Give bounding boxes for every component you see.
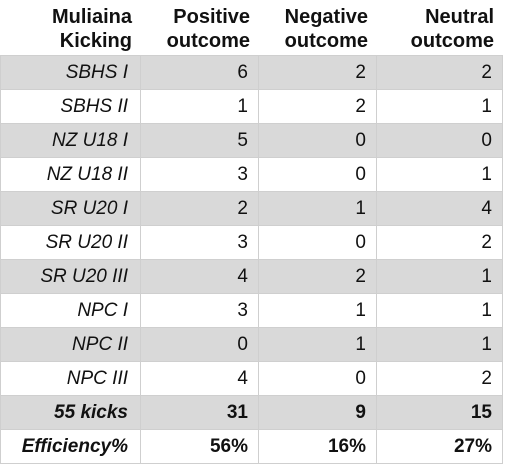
row-label: NPC I <box>0 293 141 328</box>
table-row: NPC III 4 0 2 <box>0 361 503 396</box>
totals-row: 55 kicks 31 9 15 <box>0 395 503 430</box>
efficiency-positive: 56% <box>140 429 259 464</box>
header-neutral: Neutral outcome <box>376 0 503 56</box>
negative-cell: 0 <box>258 157 377 192</box>
table-row: SBHS II 1 2 1 <box>0 89 503 124</box>
negative-cell: 1 <box>258 293 377 328</box>
efficiency-negative: 16% <box>258 429 377 464</box>
row-label: NZ U18 I <box>0 123 141 158</box>
table-header: Muliaina Kicking Positive outcome Negati… <box>0 0 503 56</box>
neutral-cell: 1 <box>376 259 503 294</box>
header-negative-line1: Negative <box>284 6 368 28</box>
efficiency-neutral: 27% <box>376 429 503 464</box>
positive-cell: 5 <box>140 123 259 158</box>
header-neutral-line1: Neutral <box>425 6 494 28</box>
table-row: SR U20 I 2 1 4 <box>0 191 503 226</box>
negative-cell: 2 <box>258 89 377 124</box>
row-label: NPC III <box>0 361 141 396</box>
header-positive-line1: Positive <box>173 6 250 28</box>
negative-cell: 1 <box>258 327 377 362</box>
positive-cell: 2 <box>140 191 259 226</box>
header-kicking: Muliaina Kicking <box>0 0 141 56</box>
negative-cell: 0 <box>258 123 377 158</box>
row-label: SR U20 III <box>0 259 141 294</box>
table-row: SR U20 II 3 0 2 <box>0 225 503 260</box>
header-row: Muliaina Kicking Positive outcome Negati… <box>0 0 503 56</box>
row-label: SR U20 II <box>0 225 141 260</box>
negative-cell: 2 <box>258 259 377 294</box>
header-kicking-line1: Muliaina <box>51 6 132 28</box>
totals-negative: 9 <box>258 395 377 430</box>
row-label: NZ U18 II <box>0 157 141 192</box>
positive-cell: 4 <box>140 361 259 396</box>
header-negative-line2: outcome <box>284 30 368 52</box>
neutral-cell: 4 <box>376 191 503 226</box>
neutral-cell: 2 <box>376 225 503 260</box>
neutral-cell: 2 <box>376 361 503 396</box>
positive-cell: 3 <box>140 225 259 260</box>
kicking-outcomes-table: Muliaina Kicking Positive outcome Negati… <box>0 0 503 464</box>
neutral-cell: 1 <box>376 157 503 192</box>
table-row: NZ U18 II 3 0 1 <box>0 157 503 192</box>
neutral-cell: 1 <box>376 327 503 362</box>
negative-cell: 1 <box>258 191 377 226</box>
positive-cell: 1 <box>140 89 259 124</box>
table-row: NPC II 0 1 1 <box>0 327 503 362</box>
positive-cell: 0 <box>140 327 259 362</box>
neutral-cell: 1 <box>376 89 503 124</box>
totals-neutral: 15 <box>376 395 503 430</box>
totals-positive: 31 <box>140 395 259 430</box>
neutral-cell: 0 <box>376 123 503 158</box>
positive-cell: 3 <box>140 157 259 192</box>
row-label: NPC II <box>0 327 141 362</box>
header-positive-line2: outcome <box>166 30 250 52</box>
header-kicking-line2: Kicking <box>59 30 132 52</box>
table-body: SBHS I 6 2 2 SBHS II 1 2 1 NZ U18 I 5 0 … <box>0 55 503 464</box>
efficiency-row: Efficiency% 56% 16% 27% <box>0 429 503 464</box>
table-row: SBHS I 6 2 2 <box>0 55 503 90</box>
positive-cell: 4 <box>140 259 259 294</box>
header-neutral-line2: outcome <box>410 30 494 52</box>
header-negative: Negative outcome <box>258 0 377 56</box>
neutral-cell: 2 <box>376 55 503 90</box>
table-row: NPC I 3 1 1 <box>0 293 503 328</box>
table-row: NZ U18 I 5 0 0 <box>0 123 503 158</box>
negative-cell: 2 <box>258 55 377 90</box>
neutral-cell: 1 <box>376 293 503 328</box>
row-label: SBHS I <box>0 55 141 90</box>
totals-label: 55 kicks <box>0 395 141 430</box>
table-row: SR U20 III 4 2 1 <box>0 259 503 294</box>
negative-cell: 0 <box>258 225 377 260</box>
negative-cell: 0 <box>258 361 377 396</box>
row-label: SBHS II <box>0 89 141 124</box>
row-label: SR U20 I <box>0 191 141 226</box>
header-positive: Positive outcome <box>140 0 259 56</box>
efficiency-label: Efficiency% <box>0 429 141 464</box>
positive-cell: 6 <box>140 55 259 90</box>
positive-cell: 3 <box>140 293 259 328</box>
